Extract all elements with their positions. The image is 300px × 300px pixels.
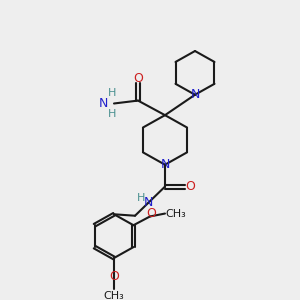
Text: H: H: [108, 88, 117, 98]
Text: N: N: [144, 196, 153, 209]
Text: CH₃: CH₃: [165, 208, 186, 218]
Text: H: H: [108, 109, 117, 119]
Text: O: O: [133, 72, 143, 85]
Text: N: N: [160, 158, 170, 171]
Text: O: O: [109, 271, 119, 284]
Text: N: N: [190, 88, 200, 101]
Text: CH₃: CH₃: [103, 291, 124, 300]
Text: H: H: [137, 193, 145, 203]
Text: O: O: [146, 207, 156, 220]
Text: N: N: [99, 97, 108, 110]
Text: O: O: [186, 180, 195, 193]
